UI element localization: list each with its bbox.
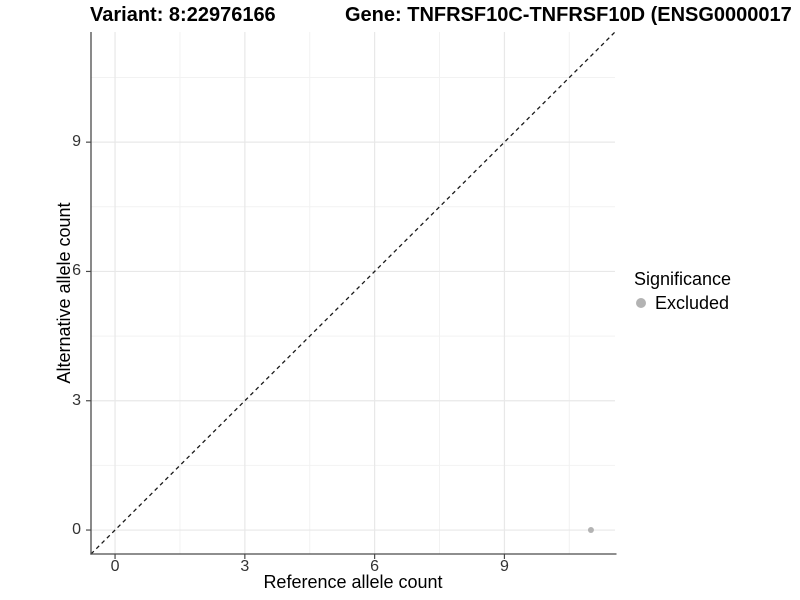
plot-title-gene: Gene: TNFRSF10C-TNFRSF10D (ENSG0000017	[345, 4, 792, 26]
legend-key-dot	[636, 298, 646, 308]
legend: Significance Excluded	[632, 268, 731, 315]
plot-title-variant: Variant: 8:22976166	[90, 4, 276, 26]
y-tick-label: 0	[72, 521, 81, 539]
x-tick-label: 3	[240, 558, 250, 575]
legend-item-excluded: Excluded	[632, 291, 731, 315]
identity-reference-line	[90, 31, 616, 555]
x-tick-label: 6	[370, 558, 380, 575]
y-tick-label: 6	[72, 262, 81, 280]
x-tick-label: 0	[110, 558, 120, 575]
y-tick-label: 3	[72, 391, 81, 409]
legend-item-label: Excluded	[655, 292, 730, 313]
x-axis-label: Reference allele count	[263, 572, 443, 592]
y-tick-label: 9	[72, 133, 81, 151]
data-point	[587, 527, 594, 534]
x-tick-label: 9	[499, 558, 509, 575]
legend-title: Significance	[634, 269, 732, 289]
